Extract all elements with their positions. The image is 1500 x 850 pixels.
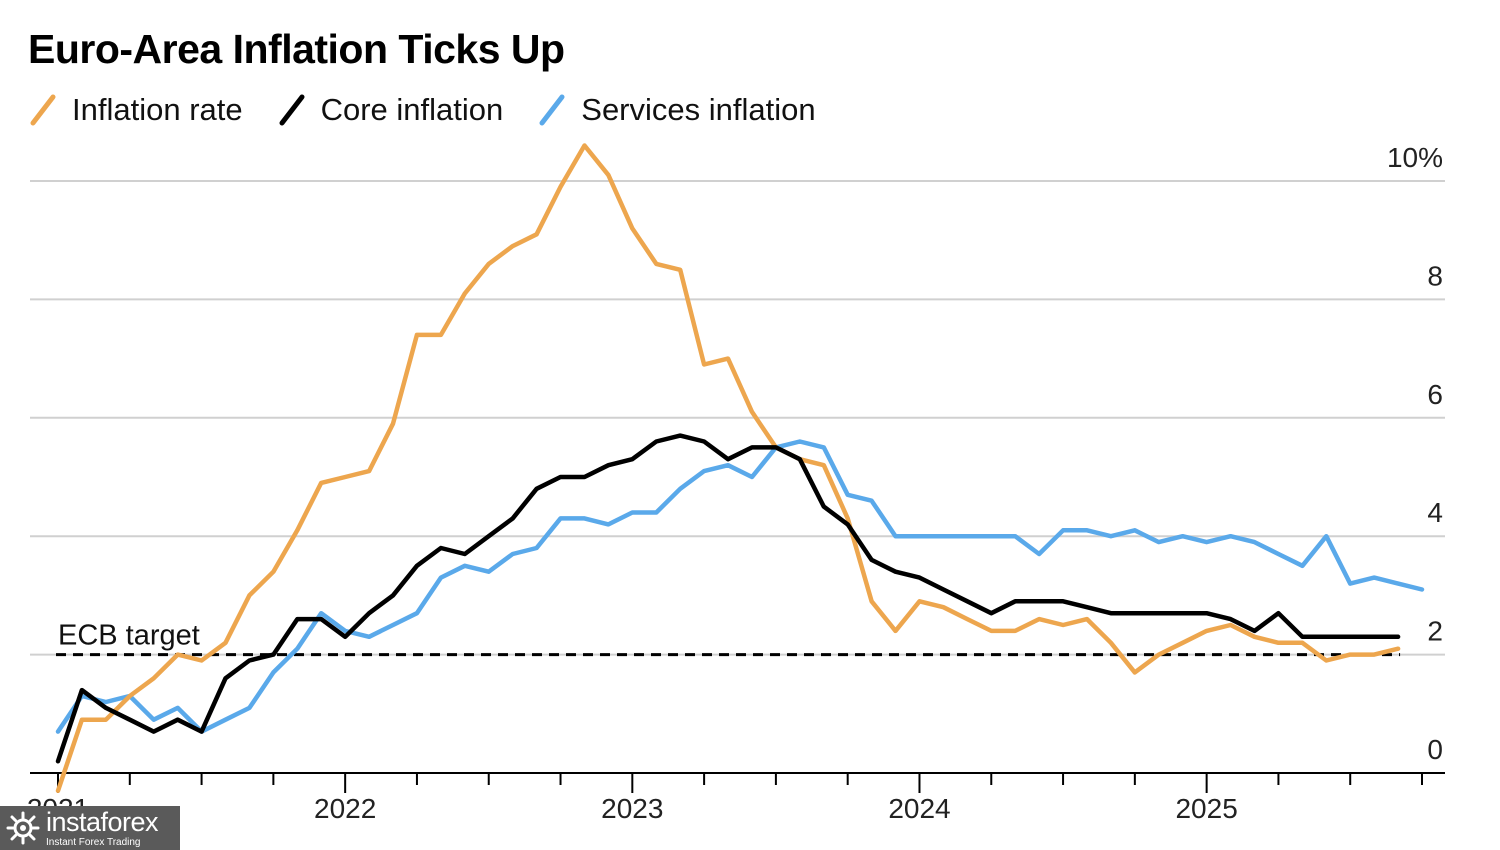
legend-label-inflation-rate: Inflation rate — [72, 92, 243, 127]
legend-item-core-inflation: Core inflation — [277, 92, 504, 128]
series-line-core-inflation — [55, 433, 1401, 764]
x-tick-label: 2022 — [314, 793, 376, 824]
chart-title: Euro-Area Inflation Ticks Up — [28, 26, 565, 72]
x-tick-label: 2023 — [601, 793, 663, 824]
legend-label-core-inflation: Core inflation — [320, 92, 504, 127]
legend-swatch-line — [539, 94, 565, 126]
y-tick-label: 10% — [1387, 142, 1443, 173]
y-tick-label: 4 — [1427, 497, 1443, 528]
legend-swatch-line — [30, 94, 56, 126]
chart-legend: Inflation rate Core inflation Services i… — [28, 92, 816, 128]
y-tick-label: 0 — [1427, 734, 1443, 765]
y-tick-label: 6 — [1427, 379, 1443, 410]
legend-item-services-inflation: Services inflation — [537, 92, 816, 128]
legend-item-inflation-rate: Inflation rate — [28, 92, 243, 128]
watermark: instaforex Instant Forex Trading — [0, 806, 180, 850]
watermark-tagline: Instant Forex Trading — [46, 836, 141, 848]
watermark-brand: instaforex — [46, 806, 159, 837]
series-line-services-inflation — [55, 439, 1425, 734]
instaforex-logo-icon — [6, 811, 40, 845]
legend-swatch-line — [279, 94, 305, 126]
legend-swatch-core-inflation — [279, 94, 305, 126]
y-tick-label: 8 — [1427, 260, 1443, 291]
legend-swatch-inflation-rate — [30, 94, 56, 126]
legend-label-services-inflation: Services inflation — [581, 92, 816, 127]
y-tick-label: 2 — [1427, 616, 1443, 647]
x-tick-label: 2024 — [888, 793, 950, 824]
x-tick-label: 2025 — [1175, 793, 1237, 824]
watermark-text: instaforex Instant Forex Trading — [46, 806, 159, 848]
series-line-inflation-rate — [55, 143, 1401, 794]
legend-swatch-services-inflation — [539, 94, 565, 126]
ecb-target-label: ECB target — [58, 620, 200, 652]
